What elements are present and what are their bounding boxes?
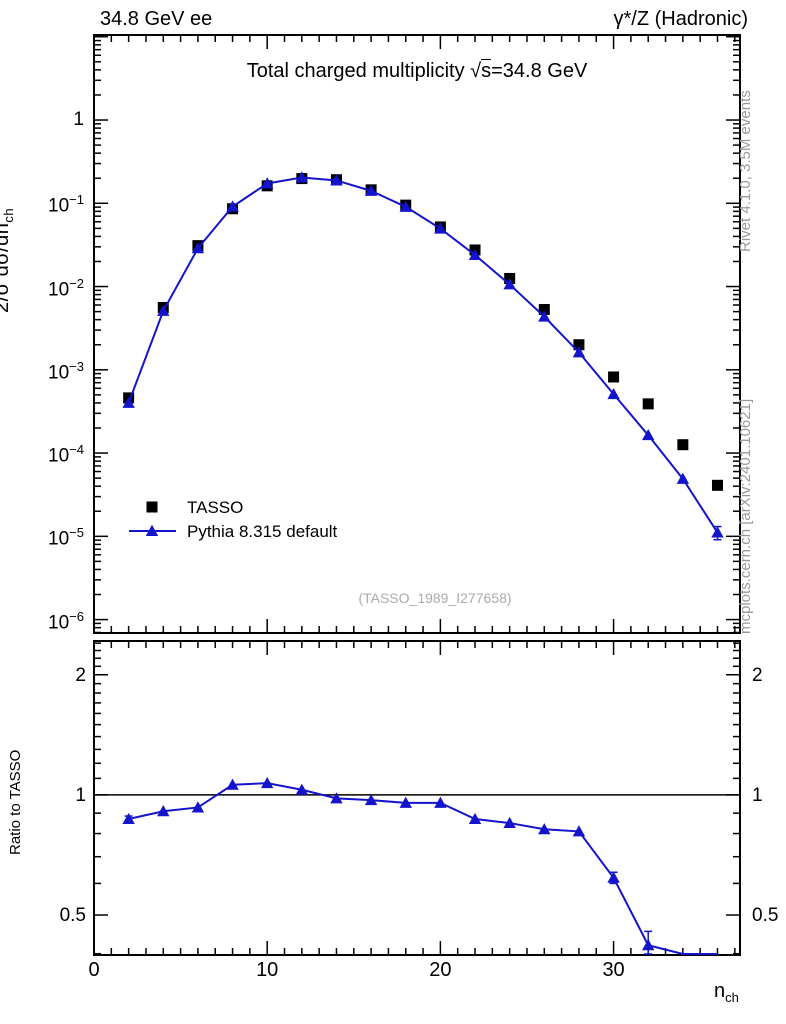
y-tick-label: 10−2	[48, 275, 84, 300]
y-tick-label: 10−5	[48, 525, 84, 550]
y-axis-label: 2/σ dσ/dnch	[0, 207, 16, 313]
y-tick-label: 10−3	[48, 358, 84, 384]
legend-label-tasso: TASSO	[187, 498, 244, 517]
x-tick-label: 20	[429, 959, 452, 981]
mcplots-note: mcplots.cern.ch [arXiv:2401.10621]	[737, 398, 754, 634]
legend-label-pythia: Pythia 8.315 default	[187, 522, 338, 541]
ratio-tick-label-right: 0.5	[752, 905, 779, 927]
series-pythia	[122, 171, 724, 541]
main-frame	[93, 34, 741, 634]
series-tasso	[123, 173, 723, 491]
x-tick-label: 0	[88, 959, 100, 981]
ratio-tick-label-left: 1	[75, 784, 86, 806]
rivet-version-note: Rivet 4.1.0, 3.5M events	[737, 90, 754, 252]
x-axis-label: nch	[714, 980, 739, 1005]
ratio-axis-label: Ratio to TASSO	[7, 749, 24, 855]
y-tick-label: 1	[73, 109, 84, 131]
ratio-tick-label-left: 0.5	[59, 905, 86, 927]
x-tick-label: 10	[256, 959, 279, 981]
ratio-tick-label-right: 1	[752, 784, 763, 806]
plot-title: Total charged multiplicity √s=34.8 GeV	[246, 59, 588, 82]
process-label: γ*/Z (Hadronic)	[613, 8, 748, 30]
x-tick-label: 30	[602, 959, 625, 981]
axis-ticks	[93, 35, 740, 955]
y-tick-label: 10−6	[48, 608, 84, 633]
ratio-frame	[93, 640, 741, 956]
main-panel-data	[122, 171, 724, 541]
legend-markers	[129, 501, 176, 536]
ratio-tick-label-left: 2	[75, 664, 86, 686]
legend-marker-tasso	[146, 501, 158, 513]
y-tick-label: 10−4	[48, 442, 84, 467]
watermark: (TASSO_1989_I277658)	[358, 590, 512, 606]
ratio-tick-label-right: 2	[752, 664, 763, 686]
beam-energy-label: 34.8 GeV ee	[100, 8, 213, 30]
y-tick-label: 10−1	[48, 192, 84, 217]
ratio-data	[122, 776, 718, 955]
